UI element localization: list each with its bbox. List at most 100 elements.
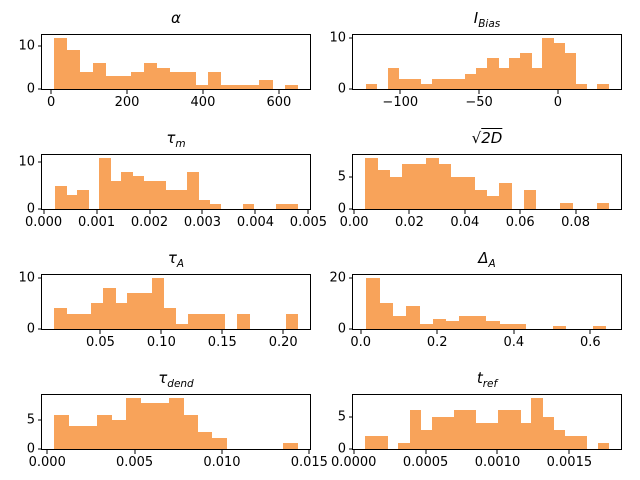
subplot-i-bias: IBias −100 −50 0 0 10 <box>320 0 640 120</box>
histogram-bar <box>564 53 576 89</box>
histogram-bar <box>54 414 70 449</box>
histogram-bar <box>409 78 422 89</box>
x-tick-label: 0.004 <box>236 215 275 230</box>
y-tick <box>38 328 42 330</box>
histogram-bar <box>445 321 460 329</box>
histogram-bar <box>509 410 521 449</box>
histogram-bar <box>459 316 474 329</box>
histogram-bar <box>176 190 188 209</box>
histogram-bar <box>366 277 380 329</box>
x-tick-label: 0.05 <box>85 335 115 350</box>
histogram-bar <box>464 410 477 449</box>
histogram-bar <box>523 189 537 209</box>
histogram-bar <box>442 78 455 89</box>
x-tick <box>575 210 577 214</box>
histogram-bar <box>236 313 250 329</box>
histogram-bar <box>169 71 183 89</box>
histogram-bar <box>542 416 554 449</box>
plot-area: −100 −50 0 0 10 <box>329 30 622 110</box>
subplot-title-text: Δ <box>478 249 489 267</box>
subplot-title-subscript: A <box>488 258 496 270</box>
x-tick <box>221 330 223 334</box>
histogram-bar <box>499 323 514 329</box>
x-tick-label: −100 <box>382 95 419 110</box>
x-tick-label: 0.04 <box>450 215 480 230</box>
subplot-title-subscript: dend <box>167 378 194 390</box>
histogram-bar <box>520 53 532 89</box>
histogram-bar <box>82 426 98 449</box>
histogram-bar <box>442 416 455 449</box>
histogram-bar <box>154 180 166 209</box>
x-tick <box>160 330 162 334</box>
histogram-bar <box>92 63 106 89</box>
x-tick-label: 0.0015 <box>546 455 593 470</box>
histogram-bar <box>365 157 378 209</box>
x-tick-label: 0.6 <box>580 335 601 350</box>
histogram-bar <box>531 68 543 89</box>
histogram-bar <box>195 84 209 89</box>
histogram-bar <box>242 204 255 209</box>
histogram-bar <box>531 397 543 449</box>
histogram-bar <box>512 323 527 329</box>
histogram-bar <box>66 313 80 329</box>
histogram-bar <box>431 78 444 89</box>
y-tick-label: 10 <box>18 154 35 170</box>
histogram-bar <box>487 423 499 449</box>
histogram-bar <box>125 397 141 449</box>
subplot-delta-a: ΔA 0.0 0.2 0.4 0.6 0 20 <box>320 240 640 360</box>
x-tick-label: 0.010 <box>203 455 241 470</box>
x-tick <box>96 210 98 214</box>
histogram-bar <box>151 277 165 329</box>
histogram-bar <box>99 157 111 209</box>
y-tick <box>349 208 353 210</box>
x-tick <box>308 450 310 454</box>
histogram-bar <box>77 190 89 209</box>
subplot-t-ref: tref 0.0000 0.0005 0.0010 0.0015 0 5 <box>320 360 640 480</box>
y-tick <box>38 208 42 210</box>
x-tick <box>353 450 355 454</box>
x-tick-label: 0.0010 <box>474 455 521 470</box>
histogram-bar <box>379 303 394 329</box>
subplot-title-text: 2D <box>481 129 503 147</box>
histogram-bar <box>462 176 476 209</box>
subplot-alpha: α 0 200 400 600 0 10 <box>0 0 320 120</box>
x-tick-label: 0.015 <box>290 455 328 470</box>
x-tick <box>149 210 151 214</box>
x-tick <box>201 210 203 214</box>
histogram-bar <box>401 164 415 209</box>
histogram-bar <box>156 67 171 89</box>
subplot-title-text: τ <box>166 129 176 147</box>
histogram-bar <box>110 180 122 209</box>
x-tick <box>46 450 48 454</box>
y-tick-label: 5 <box>337 169 346 185</box>
x-tick-label: 600 <box>266 95 292 110</box>
y-tick-label: 0 <box>337 321 346 337</box>
histogram-bar <box>419 323 434 329</box>
subplot-title: τm <box>41 127 311 150</box>
x-tick <box>278 90 280 94</box>
histogram-bar <box>553 429 565 449</box>
subplot-tau-dend: τdend 0.000 0.005 0.010 0.015 0 5 <box>0 360 328 480</box>
histogram-bar <box>198 199 210 209</box>
histogram-bar <box>163 308 177 329</box>
histogram-bar <box>246 84 260 89</box>
histogram-bar <box>115 303 128 329</box>
subplot-title: τdend <box>41 367 311 390</box>
sqrt-radical: √ <box>471 129 482 147</box>
histogram-bar <box>259 80 273 89</box>
histogram-bar <box>597 442 610 449</box>
histogram-bar <box>182 71 196 89</box>
x-tick <box>307 210 309 214</box>
subplot-sqrt-2d: √2D 0.00 0.02 0.04 0.06 0.08 0 5 <box>320 120 640 240</box>
x-tick <box>282 330 284 334</box>
x-tick <box>513 330 515 334</box>
y-tick-label: 10 <box>18 270 35 286</box>
histogram-bar <box>220 84 235 89</box>
histogram-bar <box>211 437 227 449</box>
histogram-bar <box>450 176 464 209</box>
histogram-bar <box>498 410 510 449</box>
histogram-bar <box>188 313 201 329</box>
x-tick-label: 0.002 <box>130 215 169 230</box>
histogram-bar <box>55 185 67 209</box>
subplot-title-text: t <box>476 369 483 387</box>
